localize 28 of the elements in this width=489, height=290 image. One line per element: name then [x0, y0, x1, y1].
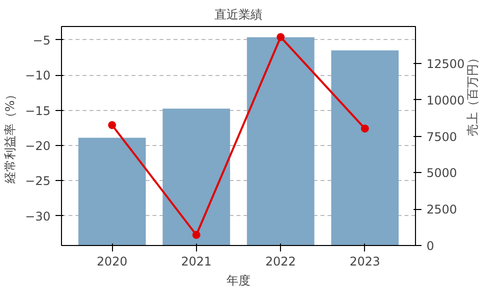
x-tick-label: 2020: [96, 254, 128, 268]
y2-tick-label: 7500: [426, 130, 458, 144]
x-tick-label: 2022: [265, 254, 296, 268]
y-tick-label: −10: [25, 68, 51, 83]
bar: [162, 108, 230, 246]
y-tick-label: −25: [25, 174, 51, 188]
y2-tick-label: 2500: [426, 202, 458, 217]
y2-tick-label: 0: [426, 239, 434, 253]
chart-title: 直近業績: [214, 8, 262, 22]
x-axis-title: 年度: [226, 274, 250, 288]
x-tick-label: 2023: [350, 254, 380, 268]
bar: [331, 50, 399, 246]
x-tick-label: 2021: [181, 254, 212, 268]
point: [108, 121, 116, 130]
y-tick-label: −20: [25, 139, 51, 154]
y-tick-label: −15: [25, 104, 51, 118]
y2-tick-label: 5000: [426, 166, 458, 180]
y2-axis-title: 売上（百万円）: [466, 52, 480, 136]
y-tick-label: −5: [32, 33, 51, 48]
y-tick-label: −30: [25, 209, 51, 224]
y2-tick-label: 12500: [426, 56, 465, 71]
point: [192, 230, 200, 239]
bar: [78, 138, 146, 246]
y2-tick-label: 10000: [426, 93, 465, 108]
y-axis-title: 経常利益率（%）: [3, 88, 18, 185]
point: [276, 33, 285, 42]
point: [360, 124, 369, 133]
bar: [246, 37, 314, 246]
